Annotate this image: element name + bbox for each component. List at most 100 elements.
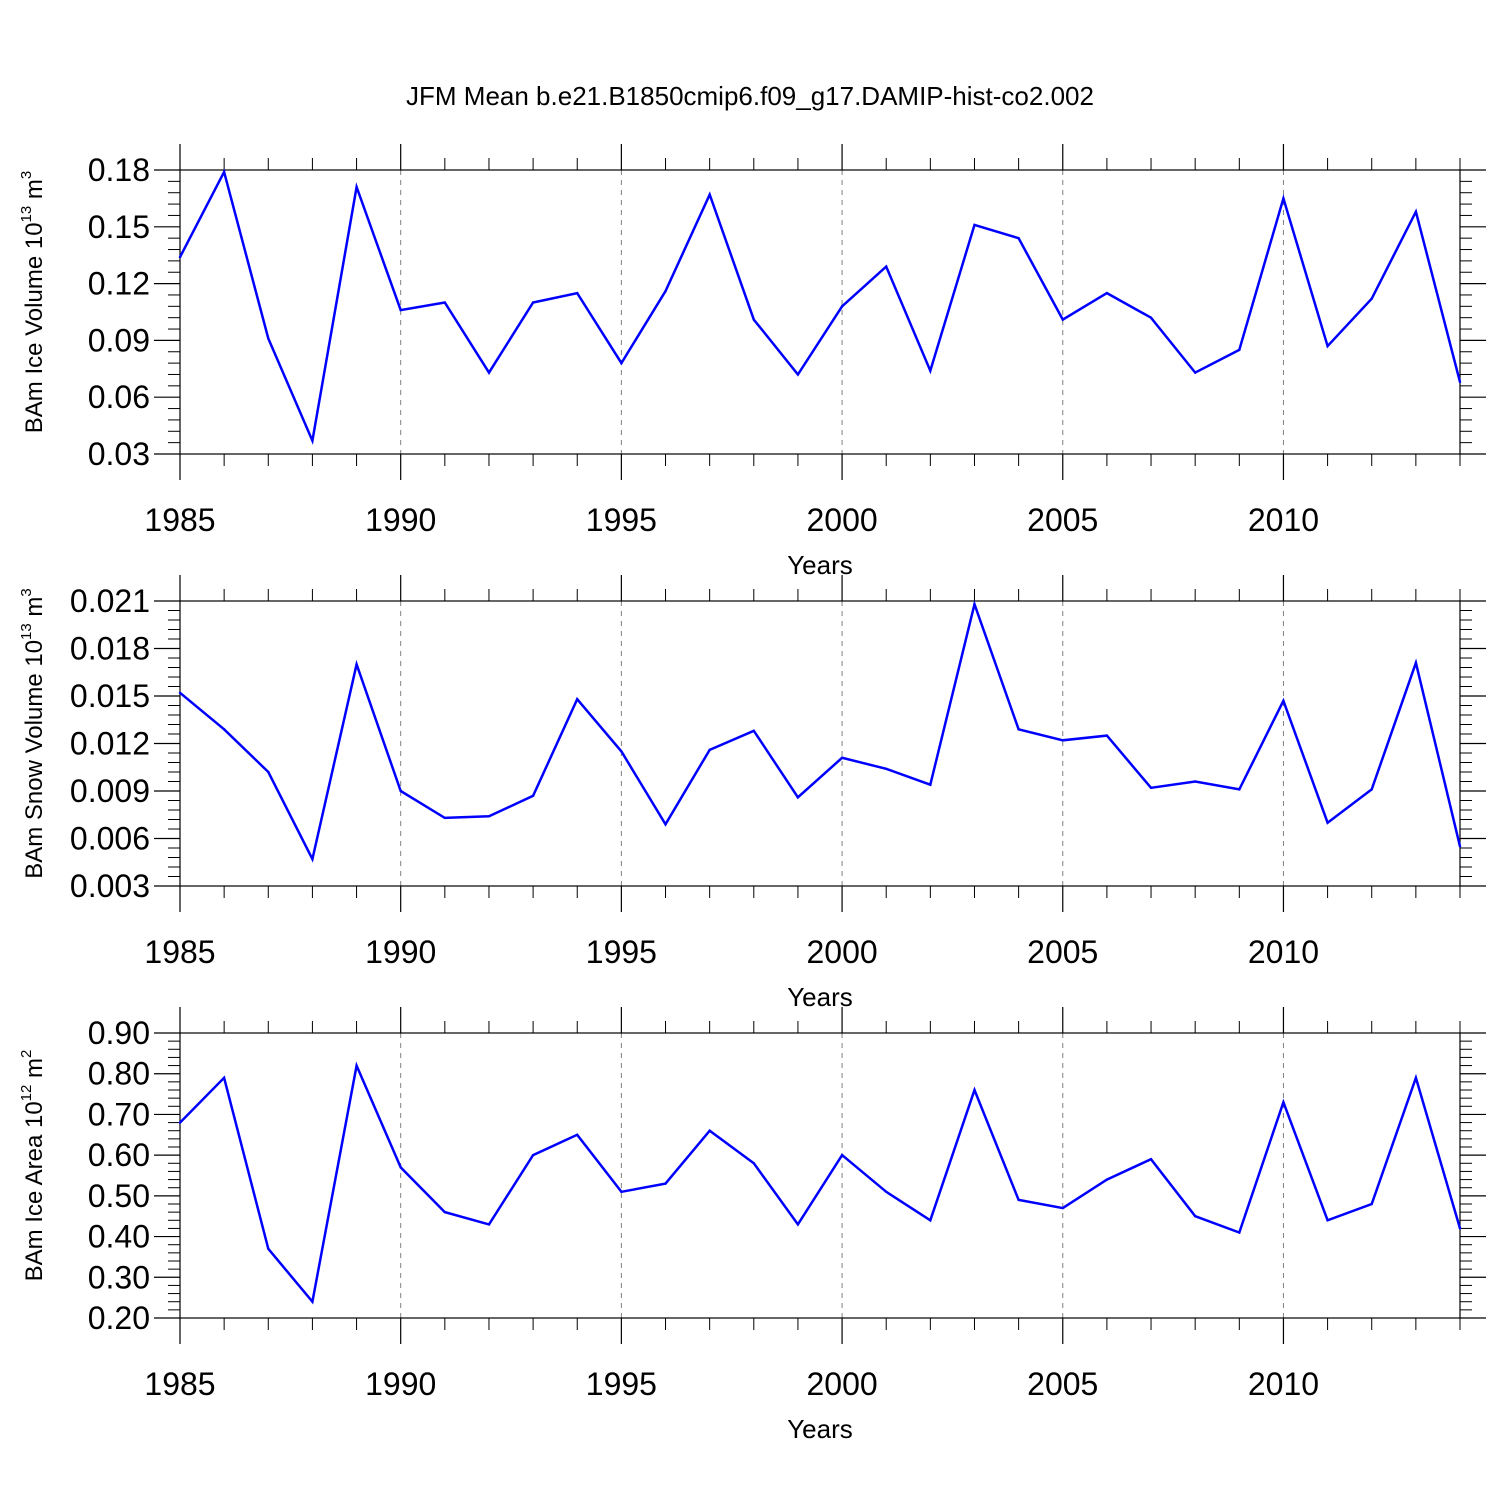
y-axis-label-part: m [21,1058,48,1085]
y-tick-label: 0.021 [70,583,150,619]
data-point [576,697,579,701]
data-point [267,770,270,774]
data-point [929,783,932,786]
x-tick-label: 2010 [1248,934,1319,970]
x-tick-label: 1985 [144,502,215,538]
data-point [399,308,402,312]
data-point [355,1064,358,1067]
figure-title: JFM Mean b.e21.B1850cmip6.f09_g17.DAMIP-… [406,81,1094,111]
data-point [973,602,976,606]
y-tick-label: 0.20 [88,1300,150,1336]
data-series-line [179,599,1462,863]
data-point [1458,380,1462,384]
y-axis-label: BAm Ice Volume 1013 m3 [18,171,48,433]
data-point [311,857,314,861]
data-point [1061,318,1064,321]
y-tick-label: 0.18 [88,152,150,188]
y-axis-label-exponent: 2 [18,1050,35,1058]
y-tick-label: 0.30 [88,1259,150,1295]
data-point [840,1153,844,1157]
data-point [1017,728,1020,731]
x-tick-label: 2005 [1027,502,1098,538]
x-tick-label: 2010 [1248,502,1319,538]
data-point [267,337,270,340]
data-point [1105,734,1109,737]
data-point [178,691,182,695]
y-axis-label-exponent: 13 [18,206,35,223]
data-point [311,439,314,442]
data-point [576,1133,579,1136]
data-point [1105,1178,1109,1181]
y-tick-label: 0.12 [88,266,150,302]
data-point [1149,1158,1153,1161]
y-tick-label: 0.50 [88,1178,150,1214]
data-point [752,1162,755,1165]
data-point [576,291,579,295]
x-tick-label: 1990 [365,934,436,970]
y-tick-label: 0.006 [70,821,150,857]
data-point [885,1190,888,1193]
y-axis-label-exponent: 3 [18,588,35,596]
y-axis-label-exponent: 3 [18,171,35,179]
data-point [1193,780,1197,783]
x-tick-label: 1990 [365,502,436,538]
x-tick-label: 2005 [1027,934,1098,970]
data-point [620,1190,623,1193]
data-point [1193,1215,1197,1218]
x-axis-label: Years [787,1414,853,1444]
y-tick-label: 0.70 [88,1096,150,1132]
panels: 0.03 0.06 0.09 0.12 0.15 0.18 1985 1990 1995 2000… [18,144,1486,1444]
plot-frame [179,169,1461,455]
data-point [443,1210,447,1214]
plot-frame [179,600,1461,887]
data-point [487,815,491,818]
data-point [531,794,535,797]
data-point [178,255,182,259]
data-point [1282,197,1285,200]
x-tick-label: 1985 [144,934,215,970]
y-tick-label: 0.60 [88,1137,150,1173]
data-point [664,823,667,826]
x-axis-label: Years [787,982,853,1012]
data-point [487,371,491,374]
data-point [1238,1231,1241,1234]
data-point [1282,699,1285,702]
data-point [222,1076,226,1079]
data-point [1149,316,1153,319]
data-series-line [179,1061,1462,1305]
data-point [222,170,226,174]
data-point [840,756,844,759]
y-axis-label-part: BAm Ice Area 10 [21,1101,48,1281]
data-point [664,289,667,293]
data-point [1414,210,1418,213]
data-point [973,1088,976,1092]
y-tick-label: 0.09 [88,322,150,358]
data-point [443,301,447,304]
chart-panel-1: 0.03 0.06 0.09 0.12 0.15 0.18 1985 1990 1995 2000… [18,144,1486,580]
data-point [929,1219,932,1222]
data-point [1105,291,1109,295]
data-point [708,748,711,752]
y-axis-label-exponent: 13 [18,623,35,640]
data-point [708,1129,711,1132]
data-point [796,796,800,799]
y-tick-label: 0.40 [88,1219,150,1255]
data-point [796,373,800,376]
data-point [1061,1206,1064,1210]
data-point [1414,1076,1418,1079]
data-point [1017,1198,1020,1202]
data-point [664,1182,667,1185]
data-point [531,301,535,304]
x-tick-label: 2010 [1248,1366,1319,1402]
data-point [1370,297,1373,300]
y-tick-label: 0.15 [88,209,150,245]
y-axis-label-exponent: 12 [18,1085,35,1102]
data-point [1326,1219,1329,1222]
x-tick-label: 1995 [586,1366,657,1402]
y-axis-label-part: BAm Ice Volume 10 [21,222,48,433]
data-point [311,1300,314,1303]
data-point [1370,1202,1373,1206]
x-tick-label: 1995 [586,502,657,538]
x-axis-label: Years [787,550,853,580]
y-tick-label: 0.018 [70,631,150,667]
